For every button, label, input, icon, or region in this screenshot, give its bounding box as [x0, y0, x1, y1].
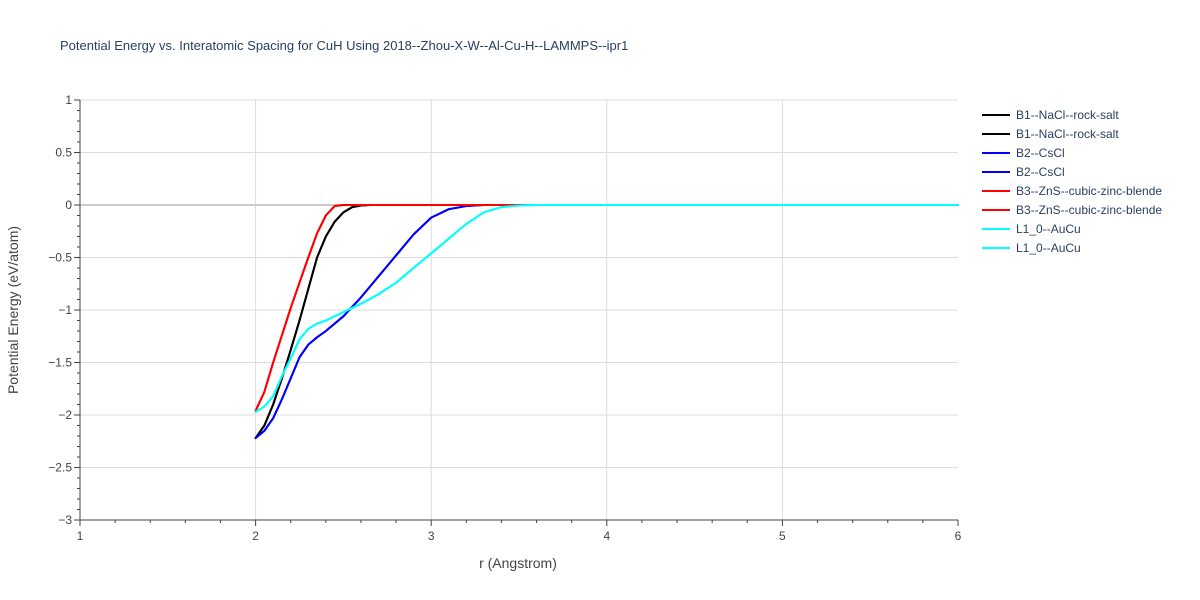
- x-axis-title: r (Angstrom): [479, 555, 557, 571]
- series-line: [254, 204, 959, 413]
- x-tick-label: 4: [603, 529, 610, 543]
- legend: B1--NaCl--rock-salt B1--NaCl--rock-salt B2…: [982, 108, 1162, 255]
- chart-title: Potential Energy vs. Interatomic Spacing…: [60, 38, 628, 53]
- y-tick-label: −2.5: [48, 461, 72, 475]
- x-tick-label: 3: [428, 529, 435, 543]
- axes: 1 2 3 4 5 6 1 0.5 0 −0.5 −1 −1.5 −2 −2.5 −3: [48, 93, 961, 543]
- series-line: [254, 204, 959, 412]
- legend-label: B2--CsCl: [1016, 165, 1065, 179]
- legend-label: B1--NaCl--rock-salt: [1016, 127, 1119, 141]
- y-tick-label: 0.5: [55, 146, 72, 160]
- legend-label: L1_0--AuCu: [1016, 241, 1081, 255]
- y-tick-label: −3: [58, 513, 72, 527]
- y-tick-label: 1: [65, 93, 72, 107]
- legend-label: L1_0--AuCu: [1016, 222, 1081, 236]
- y-tick-label: 0: [65, 198, 72, 212]
- legend-label: B3--ZnS--cubic-zinc-blende: [1016, 203, 1162, 217]
- x-tick-label: 5: [779, 529, 786, 543]
- legend-label: B2--CsCl: [1016, 146, 1065, 160]
- y-tick-label: −0.5: [48, 251, 72, 265]
- x-tick-label: 6: [955, 529, 962, 543]
- y-axis-title: Potential Energy (eV/atom): [5, 226, 21, 394]
- y-tick-label: −1.5: [48, 356, 72, 370]
- legend-label: B3--ZnS--cubic-zinc-blende: [1016, 184, 1162, 198]
- x-tick-label: 2: [252, 529, 259, 543]
- series-lines: [254, 204, 959, 440]
- y-tick-label: −1: [58, 303, 72, 317]
- legend-label: B1--NaCl--rock-salt: [1016, 108, 1119, 122]
- y-tick-label: −2: [58, 408, 72, 422]
- x-tick-label: 1: [77, 529, 84, 543]
